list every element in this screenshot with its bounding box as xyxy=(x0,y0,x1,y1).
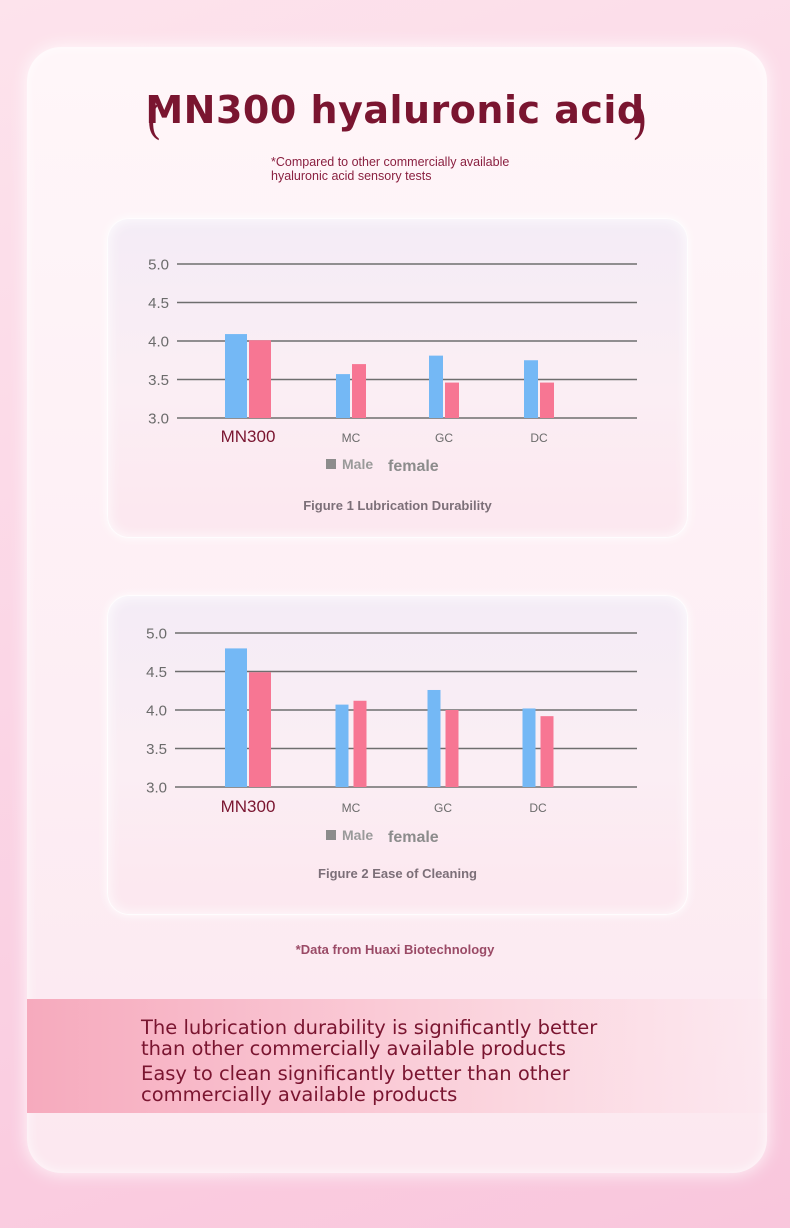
y-tick-label: 3.0 xyxy=(148,411,169,428)
bar-female-dc xyxy=(540,382,554,418)
x-tick-label: MN300 xyxy=(221,797,276,816)
bar-male-dc xyxy=(522,708,536,787)
right-bracket: ) xyxy=(632,98,648,144)
bar-male-mc xyxy=(335,704,349,787)
y-tick-label: 5.0 xyxy=(146,626,167,643)
bar-female-mn300 xyxy=(249,340,271,418)
summary-line-3: Easy to clean significantly better than … xyxy=(141,1062,570,1085)
summary-line-2: than other commercially available produc… xyxy=(141,1037,566,1060)
left-bracket: ( xyxy=(146,98,162,144)
bar-female-gc xyxy=(445,382,459,418)
y-tick-label: 3.0 xyxy=(146,780,167,797)
bar-male-mn300 xyxy=(225,334,247,418)
page-title: MN300 hyaluronic acid xyxy=(145,88,645,132)
bar-female-mn300 xyxy=(249,672,271,787)
x-tick-label: GC xyxy=(434,801,452,815)
bar-male-mc xyxy=(336,374,350,418)
chart-title: Figure 2 Ease of Cleaning xyxy=(318,866,477,881)
x-tick-label: MC xyxy=(342,431,361,445)
chart-title: Figure 1 Lubrication Durability xyxy=(303,498,492,513)
legend-label-female: female xyxy=(388,458,439,475)
legend-swatch-male xyxy=(326,830,336,840)
subtitle-line-2: hyaluronic acid sensory tests xyxy=(271,169,432,183)
subtitle: *Compared to other commercially availabl… xyxy=(271,155,591,183)
y-tick-label: 5.0 xyxy=(148,257,169,274)
legend-swatch-male xyxy=(326,459,336,469)
y-tick-label: 3.5 xyxy=(146,741,167,758)
x-tick-label: GC xyxy=(435,431,453,445)
chart-lubrication-durability: 5.0 4.5 4.0 3.5 3.0 MN300 MC GC DC Male female xyxy=(148,257,637,475)
data-source-footnote: *Data from Huaxi Biotechnology xyxy=(295,942,495,957)
chart-panel-cleaning: 5.0 4.5 4.0 3.5 3.0 MN300 MC GC DC Male female Fig… xyxy=(107,595,688,915)
bar-male-mn300 xyxy=(225,648,247,787)
legend-label-male: Male xyxy=(342,827,373,843)
summary-line-4: commercially available products xyxy=(141,1083,458,1106)
y-tick-label: 4.0 xyxy=(146,703,167,720)
legend-label-female: female xyxy=(388,829,439,846)
subtitle-line-1: *Compared to other commercially availabl… xyxy=(271,155,510,169)
x-tick-label: MC xyxy=(342,801,361,815)
legend-label-male: Male xyxy=(342,456,373,472)
x-tick-label: DC xyxy=(529,801,547,815)
summary-line-1: The lubrication durability is significan… xyxy=(141,1016,598,1039)
y-tick-label: 3.5 xyxy=(148,372,169,389)
y-tick-label: 4.5 xyxy=(146,664,167,681)
x-tick-label: DC xyxy=(530,431,548,445)
bar-male-gc xyxy=(429,355,443,418)
bar-female-mc xyxy=(353,700,367,787)
summary-banner xyxy=(27,999,767,1113)
chart-ease-of-cleaning: 5.0 4.5 4.0 3.5 3.0 MN300 MC GC DC Male female xyxy=(146,626,637,846)
y-tick-label: 4.0 xyxy=(148,334,169,351)
bar-female-dc xyxy=(540,716,554,787)
bar-female-gc xyxy=(445,710,459,787)
bar-female-mc xyxy=(352,364,366,418)
bar-male-gc xyxy=(427,689,441,787)
chart-panel-lubrication: 5.0 4.5 4.0 3.5 3.0 MN300 MC GC DC Male female Fig… xyxy=(107,218,688,538)
x-tick-label: MN300 xyxy=(221,427,276,446)
y-tick-label: 4.5 xyxy=(148,295,169,312)
bar-male-dc xyxy=(524,360,538,418)
